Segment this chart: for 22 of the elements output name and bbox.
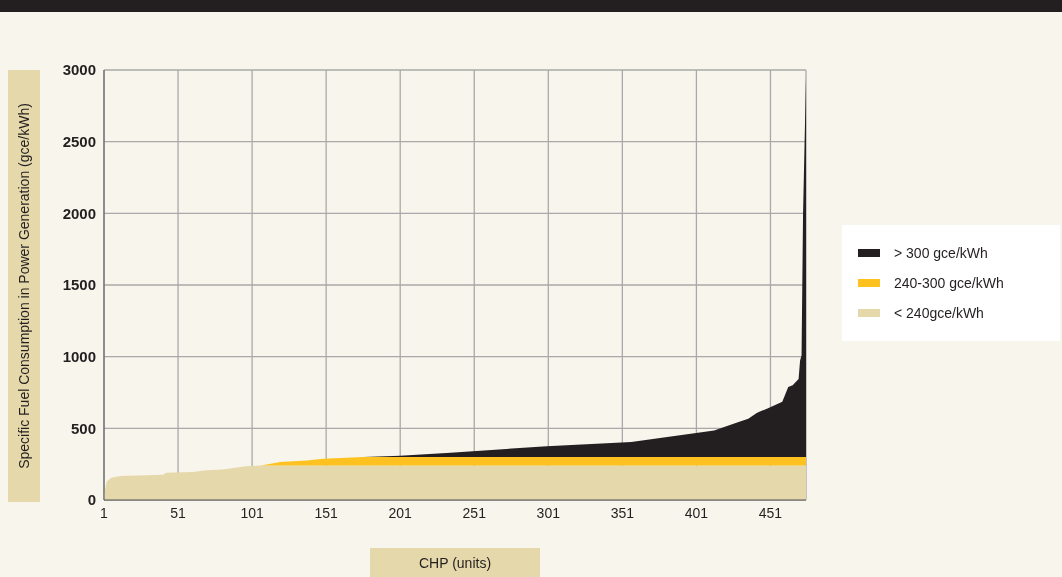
legend-label: < 240gce/kWh: [894, 305, 984, 321]
x-tick-label: 201: [388, 504, 413, 521]
x-tick-label: 301: [536, 504, 561, 521]
x-axis-title: CHP (units): [370, 548, 540, 577]
y-tick-label: 2000: [62, 204, 96, 222]
x-tick-label: 1: [100, 504, 109, 521]
legend-label: > 300 gce/kWh: [894, 245, 988, 261]
legend-label: 240-300 gce/kWh: [894, 275, 1004, 291]
x-tick-label: 51: [170, 504, 187, 521]
x-tick-label: 351: [610, 504, 635, 521]
y-tick-label: 1500: [62, 276, 96, 294]
y-tick-label: 2500: [62, 132, 96, 150]
y-axis-title: Specific Fuel Consumption in Power Generation (gce/kWh): [16, 103, 32, 469]
x-tick-label: 251: [462, 504, 487, 521]
y-tick-label: 0: [87, 491, 96, 509]
x-tick-label: 151: [314, 504, 339, 521]
y-tick-label: 1000: [62, 347, 96, 365]
y-tick-label: 3000: [62, 61, 96, 79]
y-tick-label: 500: [70, 419, 96, 437]
x-tick-label: 101: [240, 504, 264, 521]
x-tick-label: 401: [684, 504, 709, 521]
x-tick-label: 451: [758, 504, 783, 521]
